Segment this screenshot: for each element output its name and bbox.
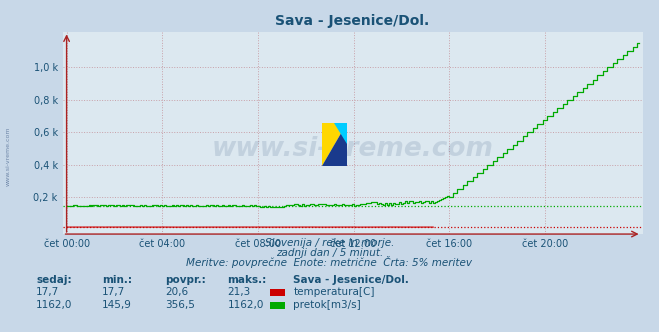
Text: 17,7: 17,7 [102, 288, 125, 297]
Text: Sava - Jesenice/Dol.: Sava - Jesenice/Dol. [293, 275, 409, 285]
Text: 1162,0: 1162,0 [36, 300, 72, 310]
Text: www.si-vreme.com: www.si-vreme.com [5, 126, 11, 186]
Polygon shape [334, 123, 347, 144]
Text: 356,5: 356,5 [165, 300, 194, 310]
Text: www.si-vreme.com: www.si-vreme.com [212, 136, 494, 162]
Text: 1162,0: 1162,0 [227, 300, 264, 310]
Text: 20,6: 20,6 [165, 288, 188, 297]
Text: pretok[m3/s]: pretok[m3/s] [293, 300, 361, 310]
Text: maks.:: maks.: [227, 275, 267, 285]
Text: Slovenija / reke in morje.: Slovenija / reke in morje. [265, 238, 394, 248]
Text: zadnji dan / 5 minut.: zadnji dan / 5 minut. [276, 248, 383, 258]
Polygon shape [322, 123, 347, 166]
Text: 17,7: 17,7 [36, 288, 59, 297]
Text: sedaj:: sedaj: [36, 275, 72, 285]
Text: min.:: min.: [102, 275, 132, 285]
Text: 145,9: 145,9 [102, 300, 132, 310]
Text: Meritve: povprečne  Enote: metrične  Črta: 5% meritev: Meritve: povprečne Enote: metrične Črta:… [186, 256, 473, 268]
Polygon shape [322, 123, 347, 166]
Text: povpr.:: povpr.: [165, 275, 206, 285]
Text: 21,3: 21,3 [227, 288, 250, 297]
Text: temperatura[C]: temperatura[C] [293, 288, 375, 297]
Title: Sava - Jesenice/Dol.: Sava - Jesenice/Dol. [275, 14, 430, 28]
